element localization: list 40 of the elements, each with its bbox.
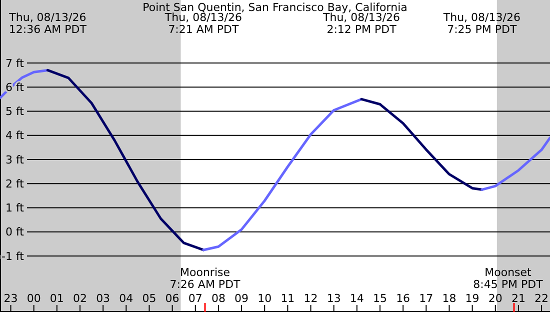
x-tick-label: 11	[280, 292, 295, 305]
x-tick-label: 05	[142, 292, 156, 305]
x-tick-label: 02	[73, 292, 87, 305]
x-tick-label: 22	[534, 292, 549, 305]
y-tick-label: 4 ft	[6, 129, 25, 142]
y-tick-label: 6 ft	[6, 80, 25, 94]
annotation: Moonset 8:45 PM PDT	[473, 266, 544, 291]
x-tick-label: 14	[350, 292, 364, 305]
annotation: Thu, 08/13/26 12:36 AM PDT	[8, 11, 87, 36]
x-tick-label: 04	[119, 292, 134, 305]
x-tick-label: 16	[396, 292, 410, 305]
y-tick-label: 3 ft	[6, 153, 25, 166]
annotation: Thu, 08/13/26 2:12 PM PDT	[322, 11, 400, 36]
x-tick-label: 13	[326, 292, 341, 305]
chart-title: Point San Quentin, San Francisco Bay, California	[142, 1, 408, 14]
y-tick-label: 2 ft	[6, 177, 25, 190]
y-tick-label: 0 ft	[6, 226, 25, 239]
x-tick-label: 20	[488, 292, 502, 305]
annotation: Moonrise 7:26 AM PDT	[170, 266, 241, 291]
annotation: Thu, 08/13/26 7:25 PM PDT	[442, 11, 520, 36]
x-tick-label: 12	[304, 292, 318, 305]
x-tick-label: 08	[211, 292, 226, 305]
x-tick-label: 09	[234, 292, 249, 305]
y-tick-label: 5 ft	[6, 105, 25, 118]
x-tick-label: 10	[258, 292, 272, 305]
x-tick-label: 21	[511, 292, 526, 305]
x-tick-label: 15	[373, 292, 387, 305]
x-tick-label: 18	[442, 292, 456, 305]
x-tick-label: 19	[465, 292, 480, 305]
x-tick-label: 23	[4, 292, 18, 305]
y-tick-label: 7 ft	[6, 56, 25, 70]
x-tick-label: 07	[188, 292, 202, 305]
x-tick-label: 00	[26, 292, 41, 305]
y-tick-label: -1 ft	[2, 250, 25, 263]
x-tick-label: 01	[50, 292, 64, 305]
annotation: Thu, 08/13/26 7:21 AM PDT	[164, 11, 242, 36]
x-tick-label: 03	[96, 292, 110, 305]
x-tick-label: 17	[419, 292, 434, 305]
y-tick-label: 1 ft	[6, 202, 25, 215]
x-tick-label: 06	[165, 292, 180, 305]
